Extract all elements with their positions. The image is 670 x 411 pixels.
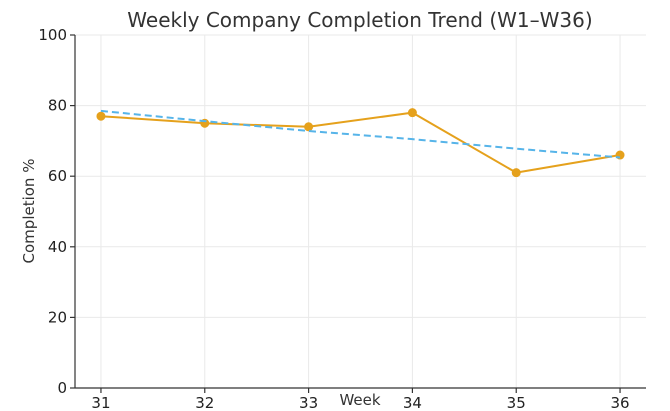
- completion-line: [100, 111, 621, 174]
- data-point: [96, 111, 106, 121]
- y-axis-label: Completion %: [20, 159, 38, 264]
- x-tick-label: 34: [403, 394, 422, 411]
- axes: [74, 35, 646, 389]
- x-tick-label: 35: [507, 394, 526, 411]
- x-tick-label: 36: [610, 394, 629, 411]
- y-tick-label: 20: [48, 308, 67, 326]
- y-tick-label: 100: [38, 26, 67, 44]
- x-tick-label: 33: [299, 394, 318, 411]
- y-tick-label: 40: [48, 238, 67, 256]
- data-point: [407, 108, 417, 118]
- ticks: 31 32 33 34 35 36 0 20 40 60 80 100: [38, 26, 629, 411]
- x-tick-label: 31: [91, 394, 110, 411]
- x-tick-label: 32: [195, 394, 214, 411]
- chart-title: Weekly Company Completion Trend (W1–W36): [127, 8, 592, 32]
- x-axis-label: Week: [339, 391, 380, 409]
- y-tick-label: 80: [48, 97, 67, 115]
- data-point: [511, 168, 521, 178]
- series-layer: [96, 108, 625, 178]
- data-point: [304, 122, 314, 132]
- trend-line: [100, 109, 621, 159]
- y-tick-label: 60: [48, 167, 67, 185]
- y-tick-label: 0: [57, 379, 67, 397]
- grid: [75, 34, 646, 389]
